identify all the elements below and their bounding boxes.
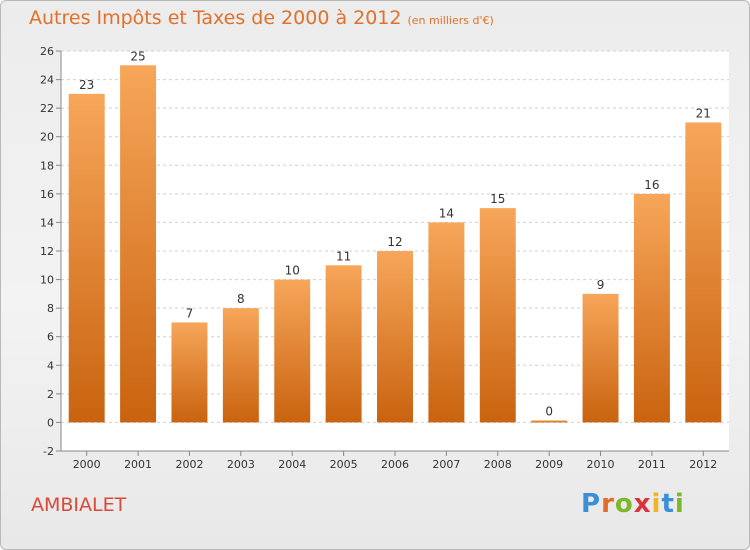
x-tick-label-2005: 2005 — [330, 458, 358, 471]
value-label-2004: 10 — [285, 264, 300, 278]
value-label-2002: 7 — [186, 306, 194, 320]
y-tick-label: 14 — [40, 216, 54, 229]
logo-letter: P — [581, 489, 602, 519]
value-label-2011: 16 — [644, 178, 659, 192]
chart-title-text: Autres Impôts et Taxes de 2000 à 2012 — [29, 7, 402, 29]
x-tick-label-2011: 2011 — [638, 458, 666, 471]
y-tick-label: 26 — [40, 45, 54, 58]
y-tick-label: 20 — [40, 131, 54, 144]
y-tick-label: 10 — [40, 274, 54, 287]
bar-2003 — [222, 308, 259, 423]
y-tick-label: 12 — [40, 245, 54, 258]
chart-unit: (en milliers d'€) — [407, 14, 494, 27]
y-tick-label: 0 — [47, 416, 54, 429]
bar-2005 — [325, 265, 362, 423]
value-label-2010: 9 — [597, 278, 605, 292]
logo-letter: t — [661, 489, 675, 519]
value-label-2007: 14 — [439, 206, 454, 220]
bar-2001 — [120, 65, 157, 423]
proxiti-logo: Proxiti — [581, 489, 685, 519]
y-tick-label: -2 — [43, 445, 54, 458]
logo-letter: i — [674, 489, 685, 519]
bar-2000 — [68, 93, 105, 423]
logo-letter: r — [601, 489, 615, 519]
y-tick-label: 24 — [40, 74, 54, 87]
bars: 23 25 7 8 10 11 12 14 15 0 9 16 21 — [68, 49, 722, 423]
commune-name: AMBIALET — [31, 494, 127, 516]
x-tick-label-2006: 2006 — [381, 458, 409, 471]
x-tick-label-2003: 2003 — [227, 458, 255, 471]
x-tick-label-2001: 2001 — [124, 458, 152, 471]
chart-title: Autres Impôts et Taxes de 2000 à 2012 (en… — [29, 7, 494, 29]
bar-2009 — [531, 420, 568, 423]
x-tick-label-2000: 2000 — [73, 458, 101, 471]
bar-2012 — [685, 122, 722, 423]
value-label-2005: 11 — [336, 249, 351, 263]
y-tick-label: 2 — [47, 388, 54, 401]
y-tick-label: 6 — [47, 331, 54, 344]
value-label-2012: 21 — [696, 106, 711, 120]
value-label-2009: 0 — [545, 404, 553, 418]
x-tick-label-2009: 2009 — [535, 458, 563, 471]
x-axis-ticks: 2000 2001 2002 2003 2004 2005 2006 2007 2008 2009… — [73, 451, 717, 471]
bar-2011 — [633, 193, 670, 423]
bar-2008 — [479, 208, 516, 423]
y-tick-label: 22 — [40, 102, 54, 115]
value-label-2006: 12 — [387, 235, 402, 249]
value-label-2003: 8 — [237, 292, 245, 306]
y-tick-label: 16 — [40, 188, 54, 201]
bar-2006 — [377, 251, 413, 423]
bar-2007 — [428, 222, 465, 423]
bar-2004 — [274, 279, 311, 423]
logo-letter: o — [614, 489, 634, 519]
x-tick-label-2010: 2010 — [587, 458, 615, 471]
bar-2010 — [582, 293, 619, 423]
value-label-2008: 15 — [490, 192, 505, 206]
logo-letter: x — [633, 489, 652, 519]
x-tick-label-2007: 2007 — [432, 458, 460, 471]
y-tick-label: 18 — [40, 159, 54, 172]
x-tick-label-2008: 2008 — [484, 458, 512, 471]
value-label-2000: 23 — [79, 78, 94, 92]
bar-2002 — [171, 322, 208, 423]
x-tick-label-2012: 2012 — [689, 458, 717, 471]
x-tick-label-2004: 2004 — [278, 458, 306, 471]
x-tick-label-2002: 2002 — [175, 458, 203, 471]
value-label-2001: 25 — [130, 49, 145, 63]
logo-letter: i — [651, 489, 662, 519]
y-tick-label: 8 — [47, 302, 54, 315]
y-tick-label: 4 — [47, 359, 54, 372]
